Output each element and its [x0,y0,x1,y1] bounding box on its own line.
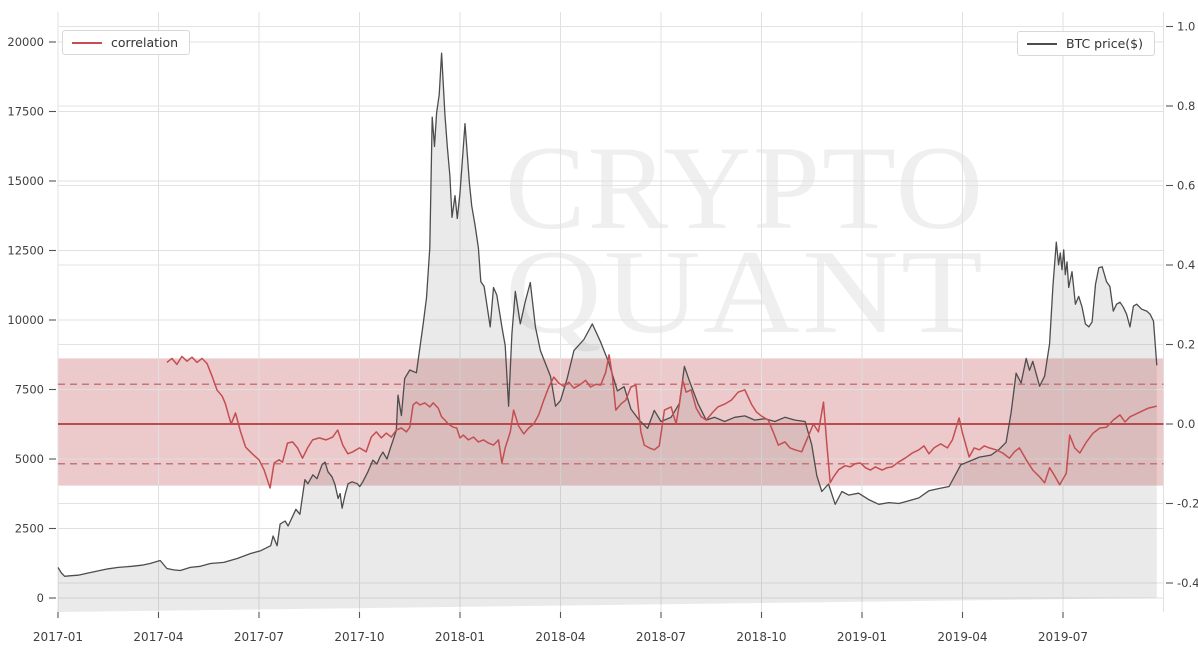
correlation-line [166,354,1157,489]
x-axis-tick-label: 2019-04 [937,630,987,644]
axis-ticks [49,25,1173,618]
x-axis-tick-label: 2019-07 [1038,630,1088,644]
right-axis-tick-label: 0.4 [1177,258,1195,272]
x-axis-tick-label: 2018-04 [535,630,585,644]
right-axis-tick-label: 0.0 [1177,417,1195,431]
right-axis-tick-label: -0.4 [1177,576,1198,590]
right-axis-tick-label: -0.2 [1177,497,1198,511]
left-axis-tick-label: 2500 [15,522,44,536]
legend-correlation: correlation [62,30,191,55]
left-axis-tick-label: 17500 [7,105,44,119]
right-axis-tick-label: 1.0 [1177,20,1195,34]
axis-labels: 0 2500 5000 7500 10000 12500 15000 17500 20000 -0… [7,20,1198,644]
price-area-fill [58,53,1157,613]
x-axis-tick-label: 2018-01 [435,630,485,644]
right-axis-tick-label: 0.2 [1177,338,1195,352]
left-axis-tick-label: 20000 [7,35,44,49]
btc-price-line-swatch [1027,42,1057,45]
x-axis-tick-label: 2017-10 [334,630,384,644]
legend-correlation-label: correlation [111,35,179,50]
legend-btc-price: BTC price($) [1017,31,1155,56]
x-axis-tick-label: 2019-01 [837,630,887,644]
x-axis-tick-label: 2017-01 [33,630,83,644]
left-axis-tick-label: 12500 [7,244,44,258]
x-axis-tick-label: 2018-10 [736,630,786,644]
x-axis-tick-label: 2017-04 [133,630,183,644]
left-axis-tick-label: 10000 [7,313,44,327]
left-axis-tick-label: 7500 [15,383,44,397]
watermark-line2: QUANT [505,225,985,358]
left-axis-tick-label: 5000 [15,452,44,466]
right-axis-tick-label: 0.6 [1177,179,1195,193]
btc-price-line [57,52,1158,577]
left-axis-tick-label: 0 [37,591,44,605]
x-axis-tick-label: 2018-07 [636,630,686,644]
btc-price-fill [58,53,1157,613]
right-axis-tick-label: 0.8 [1177,99,1195,113]
x-axis-tick-label: 2017-07 [234,630,284,644]
legend-btc-price-label: BTC price($) [1066,36,1143,51]
correlation-line-swatch [72,41,102,44]
left-axis-tick-label: 15000 [7,174,44,188]
watermark-line1: CRYPTO [505,121,985,254]
data-series [57,52,1158,577]
reference-lines [58,383,1164,465]
gridlines [57,12,1164,612]
